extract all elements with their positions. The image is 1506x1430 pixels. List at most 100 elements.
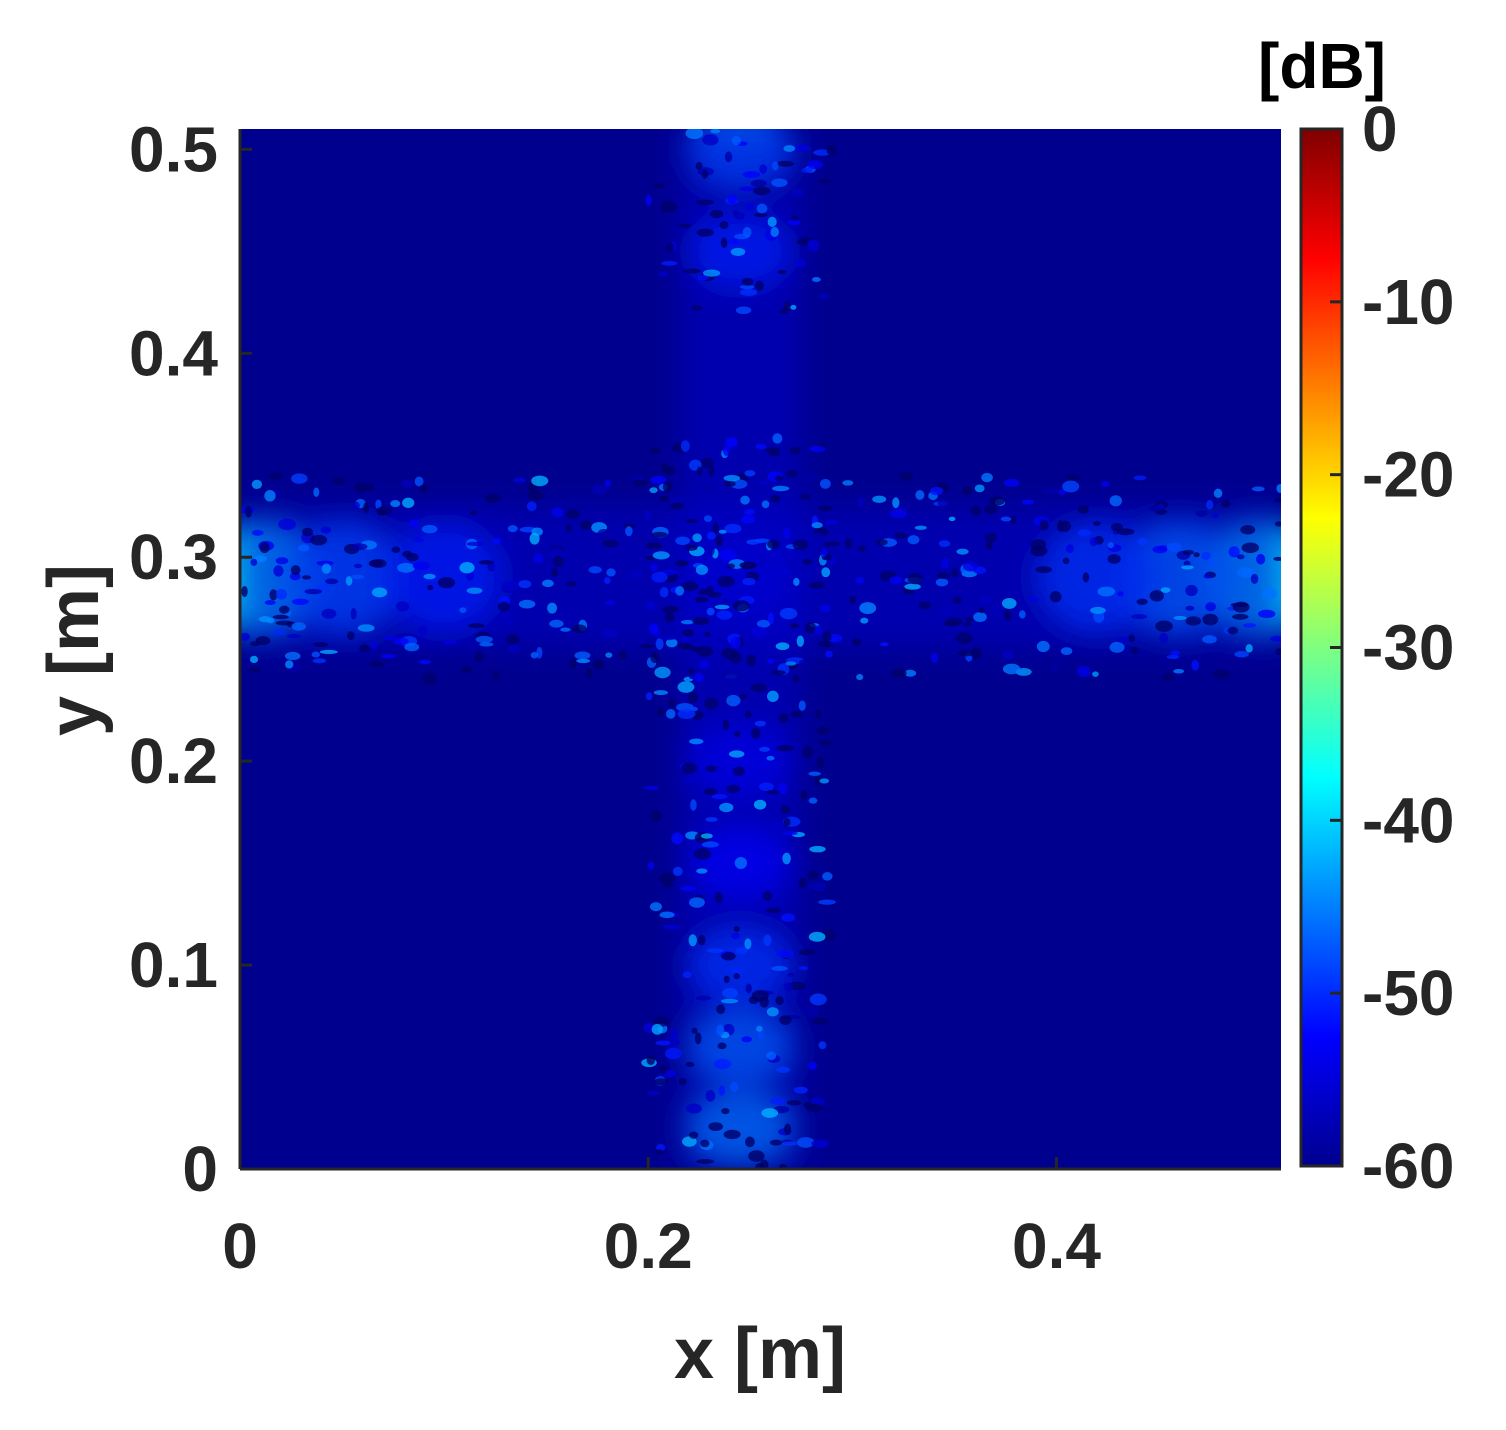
speckle [777, 782, 788, 795]
speckle [644, 555, 656, 560]
colorbar-tick-label: 0 [1362, 93, 1398, 165]
speckle [1269, 635, 1281, 642]
speckle [721, 998, 739, 1004]
speckle [826, 144, 837, 156]
speckle [719, 549, 737, 561]
speckle [889, 576, 903, 584]
speckle [973, 612, 987, 623]
speckle [1027, 596, 1040, 602]
speckle [381, 654, 396, 659]
speckle [645, 692, 653, 701]
speckle [787, 219, 801, 226]
speckle [718, 1085, 726, 1096]
speckle [962, 485, 973, 496]
speckle [549, 547, 565, 560]
speckle [790, 304, 797, 310]
speckle [412, 561, 431, 570]
speckle [713, 1058, 732, 1070]
speckle [740, 515, 756, 524]
speckle [759, 761, 769, 767]
speckle [1030, 539, 1047, 551]
speckle [312, 658, 327, 664]
speckle [648, 861, 655, 870]
speckle [804, 622, 817, 634]
speckle [889, 509, 908, 519]
speckle [700, 1139, 710, 1148]
speckle [286, 633, 301, 639]
speckle [460, 666, 472, 674]
speckle [659, 1064, 668, 1075]
speckle [793, 1086, 808, 1094]
speckle [1162, 673, 1174, 682]
speckle [1274, 497, 1281, 503]
speckle [297, 544, 310, 552]
speckle [935, 578, 949, 587]
speckle [904, 583, 921, 590]
speckle [275, 557, 289, 565]
speckle [682, 1136, 697, 1147]
speckle [753, 799, 767, 810]
speckle [370, 640, 378, 649]
speckle [783, 817, 791, 827]
speckle [983, 505, 998, 515]
speckle [930, 652, 939, 664]
speckle [808, 931, 826, 942]
speckle [1202, 613, 1219, 626]
speckle [1089, 537, 1098, 547]
speckle [419, 484, 429, 493]
speckle [842, 480, 854, 486]
speckle [1256, 553, 1266, 565]
speckle [980, 526, 992, 535]
speckle [291, 622, 306, 631]
speckle [744, 470, 756, 477]
y-tick-label: 0.5 [129, 113, 218, 185]
speckle [948, 516, 956, 522]
speckle [724, 151, 733, 163]
speckle [708, 504, 726, 517]
speckle [744, 509, 755, 516]
speckle [649, 810, 662, 822]
speckle [413, 538, 425, 543]
speckle [798, 700, 806, 711]
speckle [427, 584, 434, 591]
speckle [518, 599, 536, 609]
speckle [1107, 542, 1114, 549]
x-axis-ticks: 0 0.2 0.4 [222, 1157, 1101, 1282]
speckle [936, 572, 951, 579]
speckle [658, 635, 677, 641]
speckle [677, 709, 696, 719]
speckle [812, 1017, 829, 1025]
speckle [284, 651, 301, 661]
speckle [1166, 542, 1182, 552]
speckle [815, 710, 822, 719]
speckle [904, 669, 917, 677]
speckle [860, 617, 869, 624]
speckle [661, 605, 679, 614]
speckle [645, 600, 657, 611]
speckle [816, 726, 830, 735]
speckle [350, 574, 365, 580]
speckle [1185, 605, 1195, 611]
speckle [376, 506, 392, 516]
speckle [943, 622, 960, 627]
speckle [710, 129, 721, 134]
speckle [763, 934, 772, 946]
speckle [533, 552, 544, 564]
speckle [689, 738, 704, 745]
speckle [708, 465, 715, 477]
speckle [825, 650, 833, 658]
speckle [764, 447, 780, 453]
speckle [727, 194, 737, 205]
speckle [783, 982, 794, 992]
speckle [639, 536, 651, 545]
speckle [809, 445, 826, 453]
speckle [723, 445, 731, 456]
speckle [653, 1078, 670, 1086]
speckle [363, 502, 370, 514]
speckle [772, 433, 783, 444]
speckle [698, 588, 708, 596]
speckle [549, 619, 564, 628]
speckle [818, 899, 836, 905]
speckle [759, 782, 774, 792]
speckle [368, 661, 384, 668]
